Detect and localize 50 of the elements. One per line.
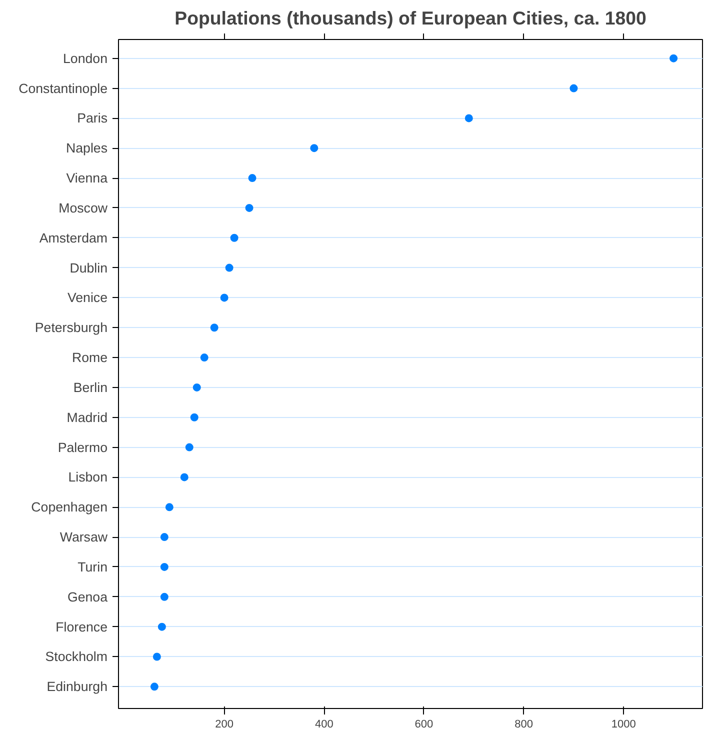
y-tick-label: Copenhagen — [31, 500, 108, 515]
point — [245, 204, 254, 212]
point — [160, 533, 168, 542]
y-tick-label: Dublin — [70, 260, 108, 276]
y-tick-label: Genoa — [67, 589, 108, 604]
point — [152, 652, 161, 661]
y-tick-label: Stockholm — [45, 649, 108, 664]
point — [310, 144, 318, 152]
y-tick-label: Moscow — [58, 200, 108, 216]
y-tick-label: Madrid — [66, 410, 108, 425]
y-tick-label: Naples — [66, 140, 108, 156]
y-tick-label: Warsaw — [60, 530, 108, 545]
y-tick-label: Venice — [67, 290, 108, 306]
point — [225, 264, 234, 272]
y-tick-label: Edinburgh — [46, 679, 108, 694]
point — [160, 592, 168, 601]
x-tick-label: 800 — [514, 718, 533, 730]
y-tick-label: Vienna — [66, 170, 108, 186]
point — [230, 234, 238, 242]
point — [200, 354, 208, 362]
point — [248, 174, 256, 182]
point — [165, 503, 174, 512]
point — [185, 443, 194, 452]
y-tick-label: Petersburgh — [34, 320, 108, 336]
y-tick-label: Lisbon — [68, 470, 108, 485]
chart-title: Populations (thousands) of European Cities, ca. 1800 — [174, 8, 646, 28]
point — [210, 324, 218, 332]
y-tick-label: Turin — [78, 559, 108, 574]
point — [160, 562, 168, 571]
y-tick-label: Constantinople — [18, 80, 108, 96]
point — [220, 294, 228, 302]
point — [158, 622, 166, 631]
y-tick-label: Berlin — [73, 380, 108, 395]
y-tick-label: Paris — [77, 110, 108, 126]
y-tick-label: Florence — [56, 619, 108, 634]
point — [570, 84, 578, 92]
y-tick-label: Rome — [72, 350, 108, 366]
point — [190, 413, 198, 422]
point — [180, 473, 188, 482]
point — [670, 54, 678, 62]
y-tick-label: Amsterdam — [39, 230, 108, 246]
x-tick-label: 600 — [414, 718, 434, 730]
x-tick-label: 1000 — [611, 718, 636, 730]
point — [192, 383, 201, 392]
y-tick-label: London — [63, 50, 108, 66]
x-tick-label: 400 — [314, 718, 334, 730]
x-tick-label: 200 — [215, 718, 234, 730]
point — [150, 682, 158, 691]
point — [464, 114, 473, 122]
y-tick-label: Palermo — [58, 440, 108, 455]
